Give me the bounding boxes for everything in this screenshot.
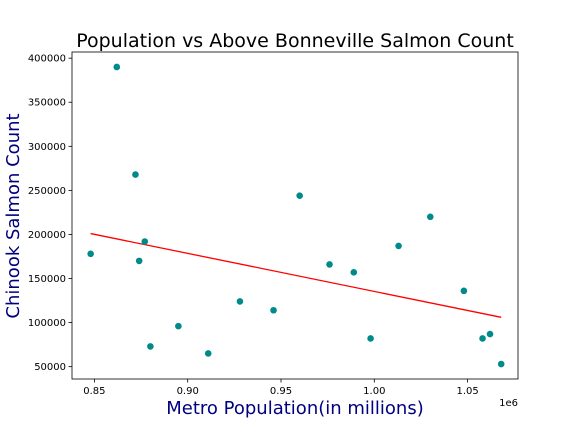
data-point — [497, 360, 505, 368]
x-tick-label: 0.85 — [83, 386, 105, 397]
x-axis: 0.85 0.90 0.95 1.00 1.05 — [83, 379, 479, 397]
data-point — [141, 238, 149, 245]
points-group — [87, 63, 505, 368]
y-axis-label: Chinook Salmon Count — [3, 113, 24, 318]
y-tick-label: 250000 — [28, 186, 66, 197]
data-point — [296, 192, 303, 199]
data-point — [175, 322, 182, 330]
y-tick-label: 50000 — [34, 362, 66, 373]
y-tick-label: 150000 — [28, 274, 66, 285]
trendline — [90, 232, 502, 318]
chart-title: Population vs Above Bonneville Salmon Co… — [76, 30, 514, 52]
data-point — [326, 261, 333, 268]
data-point — [486, 330, 494, 338]
data-point — [367, 335, 374, 342]
data-point — [135, 257, 143, 265]
x-tick-label: 1.00 — [363, 386, 385, 397]
data-point — [270, 306, 277, 314]
y-axis: 50000 100000 150000 200000 250000 300000 35000… — [28, 54, 72, 373]
x-axis-label: Metro Population(in millions) — [166, 398, 423, 419]
data-point — [350, 269, 358, 276]
y-tick-label: 300000 — [28, 142, 66, 153]
data-point — [460, 287, 468, 295]
y-tick-label: 350000 — [28, 98, 66, 109]
y-tick-label: 100000 — [28, 318, 66, 329]
data-point — [395, 242, 402, 250]
x-tick-label: 0.95 — [270, 386, 292, 397]
plot-area — [71, 51, 519, 380]
data-point — [204, 350, 212, 357]
data-point — [113, 63, 121, 71]
data-point — [479, 335, 486, 342]
data-point — [147, 343, 154, 350]
data-point — [236, 298, 244, 305]
x-axis-offset-text: 1e6 — [499, 398, 518, 409]
y-tick-label: 400000 — [28, 54, 66, 65]
y-tick-label: 200000 — [28, 230, 66, 241]
data-point — [87, 250, 94, 258]
x-tick-label: 1.05 — [456, 386, 478, 397]
trendline-group — [90, 232, 502, 318]
data-point — [132, 171, 139, 178]
data-point — [426, 213, 434, 221]
x-tick-label: 0.90 — [177, 386, 199, 397]
